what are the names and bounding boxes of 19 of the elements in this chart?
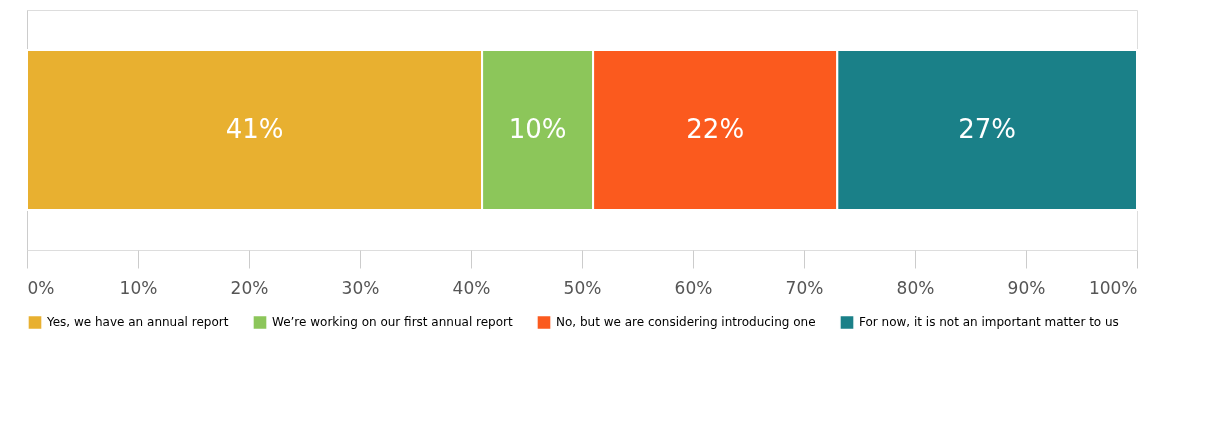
x-tick-label: 70% — [785, 277, 824, 298]
x-tick-label: 60% — [674, 277, 713, 298]
x-tick-label: 40% — [452, 277, 491, 298]
x-tick-label: 20% — [230, 277, 269, 298]
data-label: 41% — [225, 114, 284, 144]
x-tick-label: 100% — [1088, 277, 1138, 298]
legend-label: We’re working on our first annual report — [272, 315, 513, 330]
legend-label: No, but we are considering introducing one — [556, 315, 816, 330]
data-label: 27% — [958, 114, 1017, 144]
data-label: 22% — [686, 114, 745, 144]
x-tick-label: 50% — [563, 277, 602, 298]
x-tick-label: 80% — [896, 277, 935, 298]
legend-label: Yes, we have an annual report — [46, 315, 229, 330]
x-tick-label: 90% — [1007, 277, 1046, 298]
x-tick-label: 30% — [341, 277, 380, 298]
x-tick-label: 0% — [27, 277, 55, 298]
x-tick-label: 10% — [119, 277, 158, 298]
data-label: 10% — [508, 114, 567, 144]
legend-label: For now, it is not an important matter to us — [859, 315, 1119, 330]
